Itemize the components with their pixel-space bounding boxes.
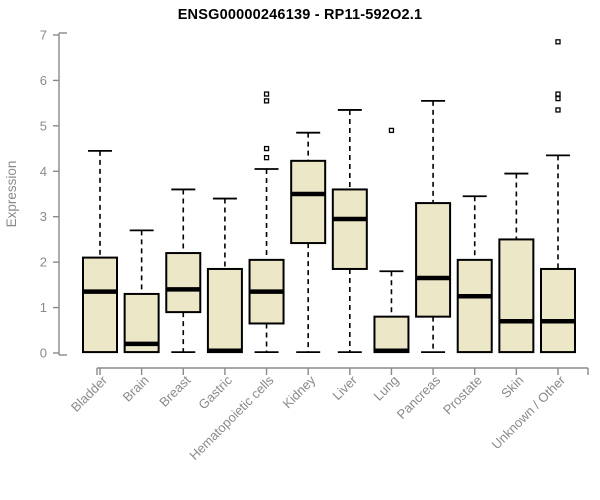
outlier-point-hematopoietic-cells (263, 98, 270, 104)
outlier-point-hematopoietic-cells (263, 145, 270, 152)
box-liver (331, 188, 368, 270)
y-tick-label: 0 (40, 346, 47, 361)
x-tick-label-kidney: Kidney (280, 372, 319, 411)
x-tick-label-pancreas: Pancreas (394, 372, 444, 422)
y-tick-label: 6 (40, 73, 47, 88)
outlier-point-hematopoietic-cells (263, 155, 270, 161)
outlier-point-unknown-other (555, 107, 561, 113)
x-tick-label-bladder: Bladder (68, 372, 111, 415)
box-prostate (456, 258, 493, 354)
outlier-point-unknown-other (555, 39, 561, 45)
x-tick-label-skin: Skin (498, 373, 526, 401)
box-kidney (290, 159, 327, 245)
outlier-point-hematopoietic-cells (263, 91, 270, 97)
y-tick-label: 7 (40, 28, 47, 43)
box-gastric (206, 267, 243, 354)
y-tick-label: 2 (40, 255, 47, 270)
x-tick-label-brain: Brain (120, 373, 152, 405)
outlier-point-lung (388, 127, 395, 134)
box-breast (165, 252, 202, 314)
box-lung (373, 315, 410, 354)
box-pancreas (415, 202, 452, 318)
outlier-point-unknown-other (555, 91, 561, 97)
x-tick-label-breast: Breast (156, 372, 193, 409)
y-tick-label: 1 (40, 300, 47, 315)
x-tick-label-prostate: Prostate (440, 373, 485, 418)
x-tick-label-liver: Liver (329, 372, 360, 403)
chart-title: ENSG00000246139 - RP11-592O2.1 (177, 7, 423, 23)
x-tick-label-gastric: Gastric (195, 372, 235, 412)
box-unknown-other (539, 267, 576, 354)
box-bladder (82, 256, 118, 354)
box-skin (498, 238, 535, 354)
x-tick-label-unknown-other: Unknown / Other (489, 372, 569, 452)
y-axis-title: Expression (4, 161, 19, 228)
x-tick-label-lung: Lung (371, 373, 402, 404)
y-tick-label: 5 (40, 118, 47, 133)
y-tick-label: 3 (40, 209, 47, 224)
y-tick-label: 4 (40, 164, 47, 179)
outlier-point-unknown-other (555, 95, 561, 102)
